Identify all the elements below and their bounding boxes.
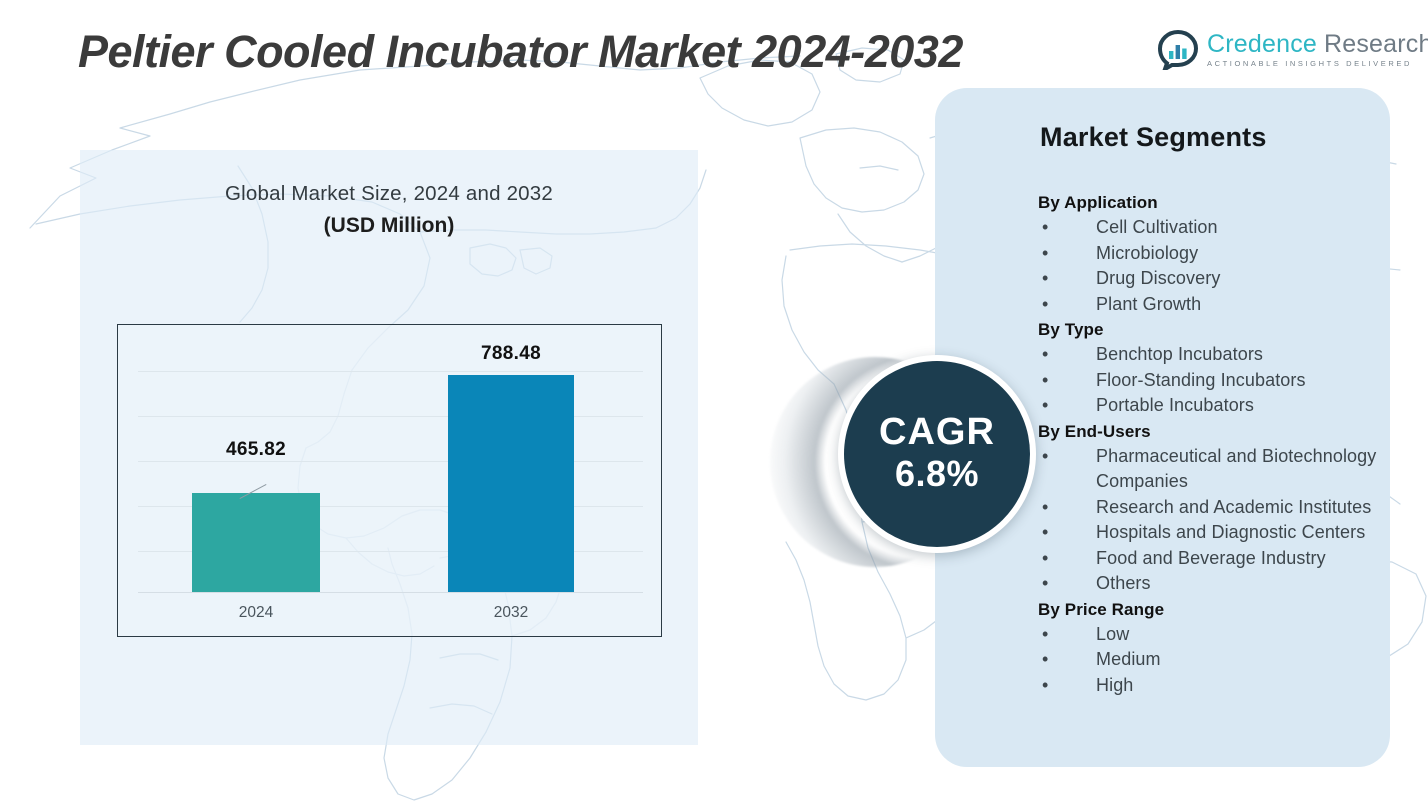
bar-chart: 465.82 2024 788.48 2032 [117,324,662,637]
chart-subtitle: (USD Million) [323,214,455,237]
segment-group-title: By Price Range [1038,599,1165,619]
segment-item-label: Benchtop Incubators [1096,344,1264,365]
segment-item-label: Cell Cultivation [1096,217,1218,238]
logo-brand-secondary: Research [1324,30,1428,59]
cagr-value: 6.8% [894,453,980,495]
bullet-icon: • [1042,573,1049,594]
segment-item: • Others [1038,571,1398,596]
bullet-icon: • [1042,242,1049,263]
segment-item-label: Medium [1096,649,1161,670]
segment-item-label: Portable Incubators [1096,395,1254,416]
logo-tagline: Actionable Insights Delivered [1207,59,1413,69]
segment-item: • Floor-Standing Incubators [1038,368,1398,393]
segment-group-title: By Type [1038,320,1104,340]
bullet-icon: • [1042,547,1049,568]
segment-item: • Benchtop Incubators [1038,342,1398,367]
page-title: Peltier Cooled Incubator Market 2024-203… [78,26,963,77]
segment-item: • Portable Incubators [1038,393,1398,418]
bullet-icon: • [1042,293,1049,314]
bar-2032-value: 788.48 [481,343,541,364]
bullet-icon: • [1042,344,1049,365]
segment-item: • Medium [1038,647,1398,672]
segment-item-label: Pharmaceutical and Biotechnology Compani… [1096,446,1377,492]
segment-item-label: Drug Discovery [1096,268,1221,289]
chart-gridline [138,506,643,507]
segment-item: • Hospitals and Diagnostic Centers [1038,520,1398,545]
logo-brand-primary: Credence [1207,30,1317,59]
segment-group-title: By End-Users [1038,421,1151,441]
segment-item-label: Microbiology [1096,242,1199,263]
bullet-icon: • [1042,496,1049,517]
segments-list: By Application • Cell Cultivation • Microbio… [1038,190,1398,698]
segment-item-label: Others [1096,573,1151,594]
brand-logo: Credence Research Actionable Insights De… [1157,29,1428,74]
bar-2032-category-label: 2032 [493,604,529,621]
chart-gridline [138,416,643,417]
bullet-icon: • [1042,395,1049,416]
bullet-icon: • [1042,623,1049,644]
segment-item-label: Low [1096,623,1130,644]
chart-gridline [138,461,643,462]
bullet-icon: • [1042,268,1049,289]
bar-2024 [192,493,320,592]
cagr-badge: CAGR 6.8% [770,335,1036,600]
bullet-icon: • [1042,217,1049,238]
segment-item: • High [1038,673,1398,698]
segment-item: • Research and Academic Institutes [1038,495,1398,520]
segment-item: • Cell Cultivation [1038,215,1398,240]
bullet-icon: • [1042,369,1049,390]
bar-chart-bubble-icon [1157,29,1199,74]
bullet-icon: • [1042,522,1049,543]
chart-gridline [138,551,643,552]
bullet-icon: • [1042,649,1049,670]
bar-2024-category-label: 2024 [238,604,274,621]
bullet-icon: • [1042,446,1049,467]
segment-item: • Plant Growth [1038,292,1398,317]
chart-axis-baseline [138,592,643,593]
chart-gridline [138,371,643,372]
segment-item-label: Floor-Standing Incubators [1096,369,1306,390]
segment-item-label: High [1096,674,1134,695]
cagr-label: CAGR [879,411,995,454]
chart-heading: Global Market Size, 2024 and 2032 (USD M… [80,182,698,238]
segment-item-label: Research and Academic Institutes [1096,496,1372,517]
segment-item: • Low [1038,622,1398,647]
segment-group-title: By Application [1038,193,1158,212]
chart-title: Global Market Size, 2024 and 2032 [225,182,553,205]
segment-item: • Food and Beverage Industry [1038,546,1398,571]
bar-2024-value: 465.82 [226,439,286,460]
segment-item: • Drug Discovery [1038,266,1398,291]
segment-item-label: Food and Beverage Industry [1096,547,1326,568]
segment-item: • Microbiology [1038,241,1398,266]
segments-heading: Market Segments [1040,122,1267,152]
segment-item: • Pharmaceutical and Biotechnology Compan… [1038,444,1398,495]
bullet-icon: • [1042,674,1049,695]
segment-item-label: Hospitals and Diagnostic Centers [1096,522,1366,543]
segment-item-label: Plant Growth [1096,293,1202,314]
bar-2032 [448,375,574,592]
cagr-circle: CAGR 6.8% [844,361,1030,547]
